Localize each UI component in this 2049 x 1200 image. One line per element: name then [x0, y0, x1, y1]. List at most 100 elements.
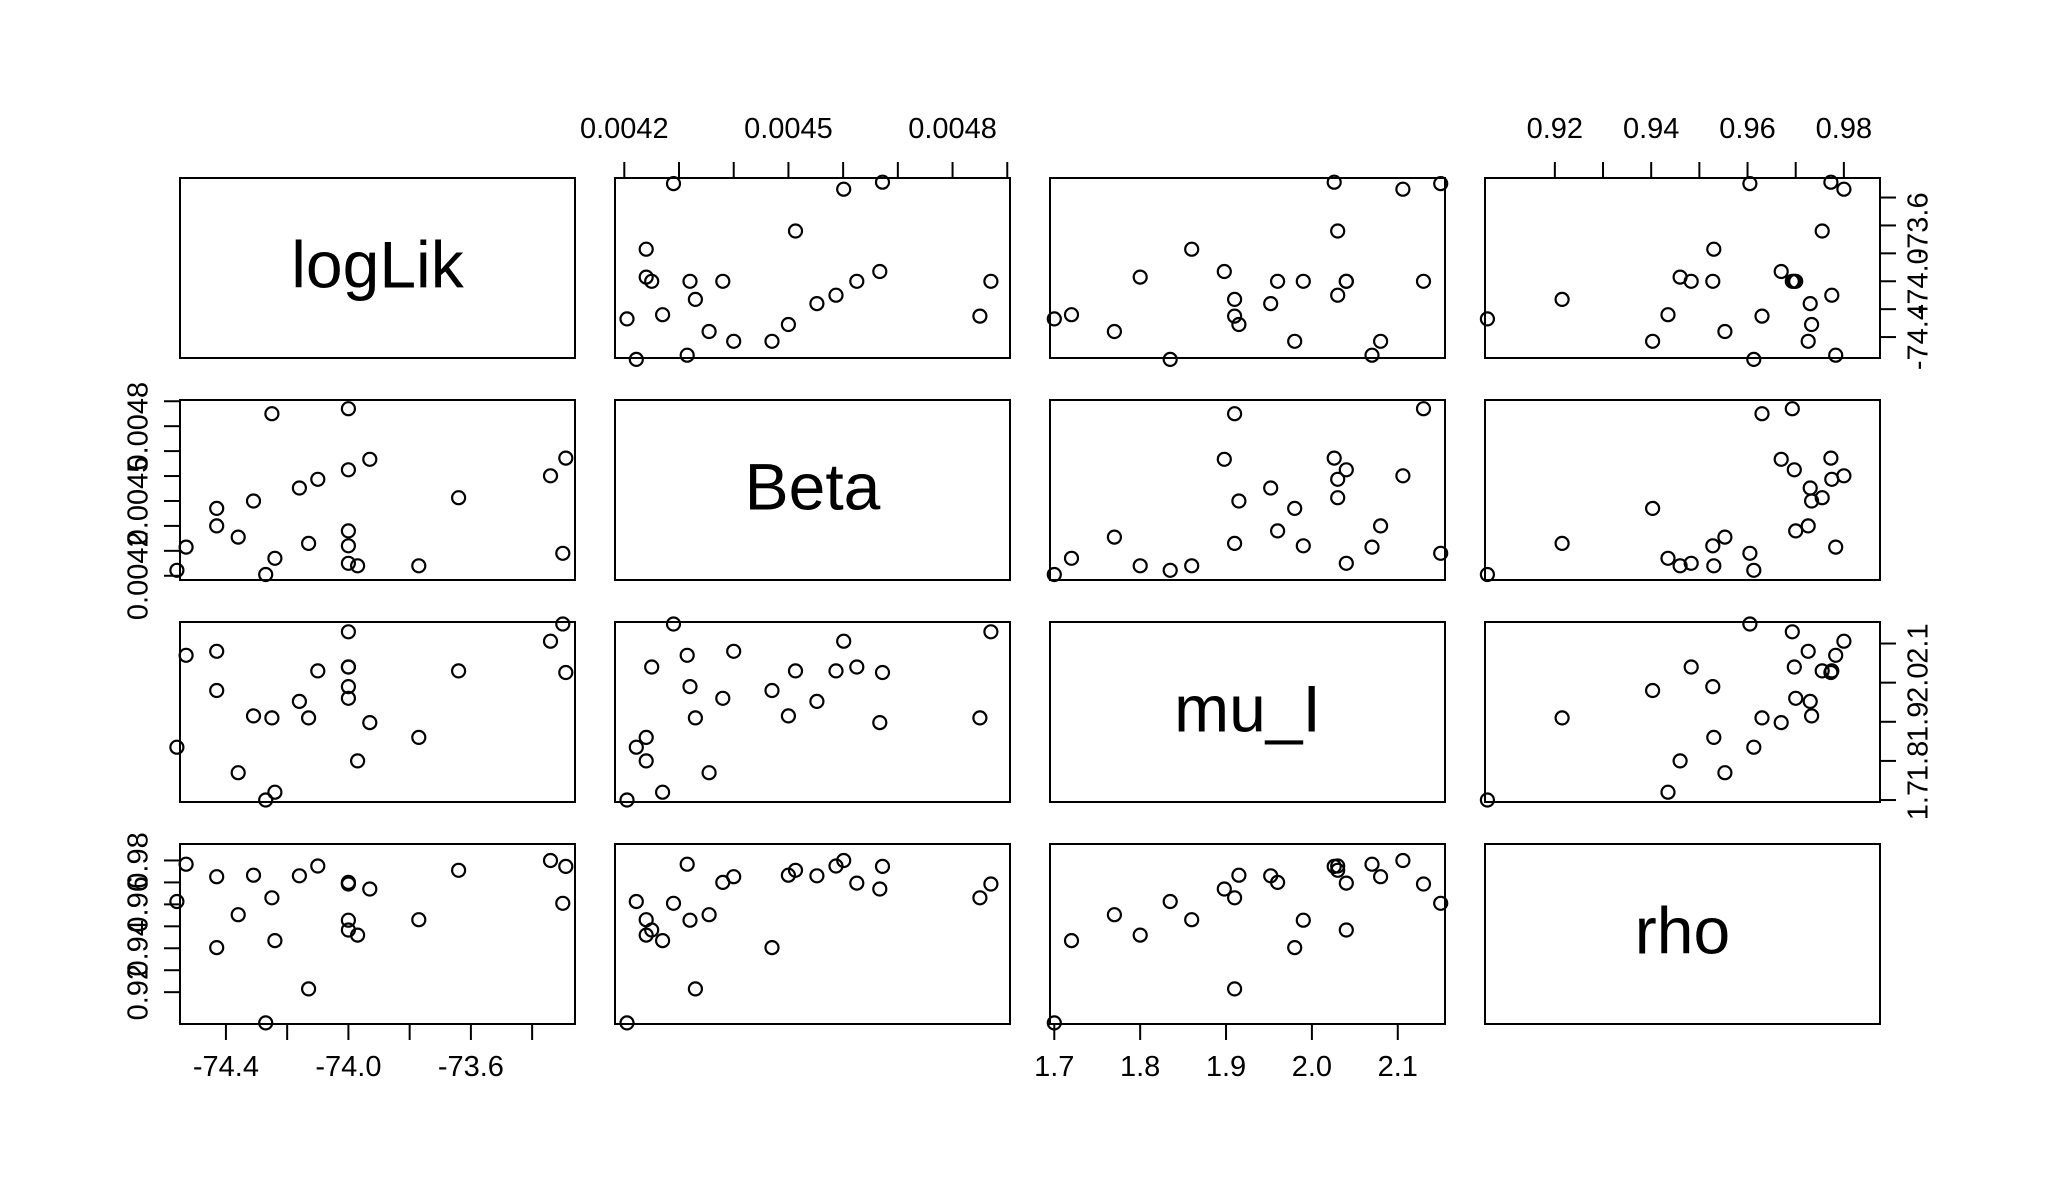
point-Beta-vs-logLik-1: [310, 471, 326, 487]
point-mu_I-vs-Beta-22: [628, 739, 644, 755]
point-logLik-vs-mu_I-19: [1132, 269, 1148, 285]
variable-label-mu_I: mu_I: [1174, 671, 1321, 745]
point-rho-vs-mu_I-21: [1287, 939, 1303, 956]
y-tick-label-mu_I: 2.1: [1903, 623, 1935, 663]
point-mu_I-vs-Beta-3: [809, 693, 825, 710]
point-Beta-vs-logLik-5: [542, 468, 559, 484]
point-mu_I-vs-Beta-10: [701, 765, 717, 781]
point-rho-vs-mu_I-4: [1326, 858, 1342, 875]
point-Beta-vs-mu_I-13: [1063, 550, 1080, 566]
x-tick-label-Beta: 0.0045: [744, 113, 833, 145]
panel-logLik-vs-Beta: [614, 177, 1011, 359]
point-Beta-vs-rho-2: [1784, 401, 1800, 417]
point-logLik-vs-mu_I-6: [1372, 333, 1389, 349]
x-tick-label-logLik: -73.6: [438, 1051, 504, 1083]
point-rho-vs-mu_I-13: [1063, 932, 1080, 949]
point-logLik-vs-Beta-7: [682, 273, 698, 289]
point-Beta-vs-rho-18: [1554, 535, 1570, 552]
point-Beta-vs-logLik-18: [301, 535, 317, 552]
point-Beta-vs-rho-16: [1706, 558, 1722, 574]
point-Beta-vs-rho-23: [1479, 566, 1496, 583]
point-rho-vs-mu_I-20: [1338, 922, 1354, 938]
point-rho-vs-logLik-11: [245, 867, 262, 883]
point-logLik-vs-Beta-2: [983, 273, 999, 289]
point-mu_I-vs-logLik-5: [542, 633, 559, 649]
point-mu_I-vs-rho-11: [1803, 708, 1820, 724]
panel-mu_I-vs-rho: [1484, 621, 1881, 803]
point-rho-vs-Beta-2: [983, 876, 999, 892]
point-rho-vs-mu_I-10: [1106, 907, 1123, 923]
point-mu_I-vs-logLik-19: [350, 753, 366, 769]
y-tick-label-mu_I: 1.7: [1903, 780, 1935, 820]
point-Beta-vs-rho-14: [1814, 490, 1830, 506]
panel-mu_I-vs-Beta: [614, 621, 1011, 803]
point-mu_I-vs-logLik-14: [451, 663, 467, 679]
point-mu_I-vs-rho-17: [1742, 616, 1758, 632]
point-rho-vs-logLik-20: [340, 922, 356, 938]
y-tick-label-rho: 0.96: [123, 876, 155, 932]
point-mu_I-vs-rho-4: [1823, 664, 1839, 681]
point-mu_I-vs-rho-18: [1554, 710, 1570, 726]
point-Beta-vs-logLik-6: [209, 518, 225, 534]
point-Beta-vs-rho-20: [1683, 555, 1699, 571]
point-logLik-vs-mu_I-16: [1184, 241, 1200, 257]
point-Beta-vs-rho-17: [1742, 545, 1758, 561]
point-rho-vs-mu_I-5: [1395, 852, 1411, 869]
point-rho-vs-Beta-21: [764, 939, 780, 956]
point-Beta-vs-mu_I-15: [1269, 523, 1286, 539]
point-Beta-vs-rho-5: [1836, 468, 1852, 484]
point-Beta-vs-logLik-11: [245, 493, 262, 509]
point-logLik-vs-rho-4: [1823, 174, 1839, 190]
point-mu_I-vs-rho-16: [1706, 729, 1722, 746]
point-rho-vs-logLik-22: [169, 893, 185, 910]
point-logLik-vs-rho-1: [1824, 287, 1840, 303]
variable-label-logLik: logLik: [291, 227, 464, 301]
y-tick-label-Beta: 0.0045: [123, 457, 155, 546]
point-Beta-vs-logLik-10: [230, 529, 246, 545]
point-rho-vs-mu_I-6: [1372, 869, 1389, 885]
x-tick-label-logLik: -74.4: [193, 1051, 259, 1083]
point-mu_I-vs-Beta-8: [849, 659, 865, 675]
y-tick-label-logLik: -73.6: [1903, 192, 1935, 258]
point-logLik-vs-rho-0: [1773, 263, 1789, 280]
point-rho-vs-mu_I-16: [1184, 912, 1200, 928]
y-tick-label-Beta: 0.0048: [123, 382, 155, 471]
point-Beta-vs-rho-8: [1786, 462, 1802, 478]
point-mu_I-vs-logLik-7: [340, 678, 356, 695]
point-logLik-vs-rho-7: [1705, 273, 1721, 289]
point-rho-vs-logLik-6: [209, 869, 225, 885]
point-rho-vs-mu_I-15: [1269, 874, 1286, 891]
point-logLik-vs-Beta-17: [665, 176, 682, 192]
point-mu_I-vs-logLik-18: [301, 710, 317, 726]
point-logLik-vs-Beta-15: [715, 273, 731, 289]
point-mu_I-vs-rho-7: [1705, 678, 1721, 695]
point-Beta-vs-mu_I-5: [1395, 468, 1411, 484]
point-mu_I-vs-Beta-16: [638, 729, 654, 746]
point-mu_I-vs-rho-9: [1754, 710, 1770, 726]
variable-label-rho: rho: [1635, 893, 1730, 967]
point-Beta-vs-mu_I-6: [1372, 518, 1389, 534]
point-mu_I-vs-logLik-9: [264, 710, 280, 726]
point-Beta-vs-rho-19: [1672, 558, 1688, 574]
point-mu_I-vs-Beta-15: [715, 690, 731, 706]
point-rho-vs-logLik-17: [555, 895, 571, 911]
panel-diagonal-mu_I: [1049, 621, 1446, 803]
point-logLik-vs-Beta-0: [872, 263, 888, 280]
point-mu_I-vs-logLik-13: [267, 784, 283, 800]
point-logLik-vs-mu_I-18: [1226, 291, 1243, 307]
point-mu_I-vs-Beta-17: [665, 616, 682, 632]
point-logLik-vs-mu_I-17: [1433, 176, 1449, 192]
point-logLik-vs-mu_I-7: [1295, 273, 1311, 289]
point-logLik-vs-mu_I-15: [1269, 273, 1286, 289]
point-rho-vs-logLik-3: [291, 868, 307, 884]
point-Beta-vs-logLik-20: [340, 555, 356, 571]
point-logLik-vs-rho-21: [1644, 333, 1661, 349]
point-mu_I-vs-rho-23: [1479, 792, 1496, 808]
point-rho-vs-Beta-17: [665, 895, 682, 911]
point-rho-vs-mu_I-23: [1046, 1015, 1062, 1031]
point-logLik-vs-rho-15: [1788, 273, 1804, 289]
point-mu_I-vs-logLik-10: [230, 765, 246, 781]
point-Beta-vs-logLik-4: [558, 450, 574, 466]
point-logLik-vs-Beta-6: [726, 333, 742, 349]
point-mu_I-vs-rho-10: [1717, 765, 1733, 781]
